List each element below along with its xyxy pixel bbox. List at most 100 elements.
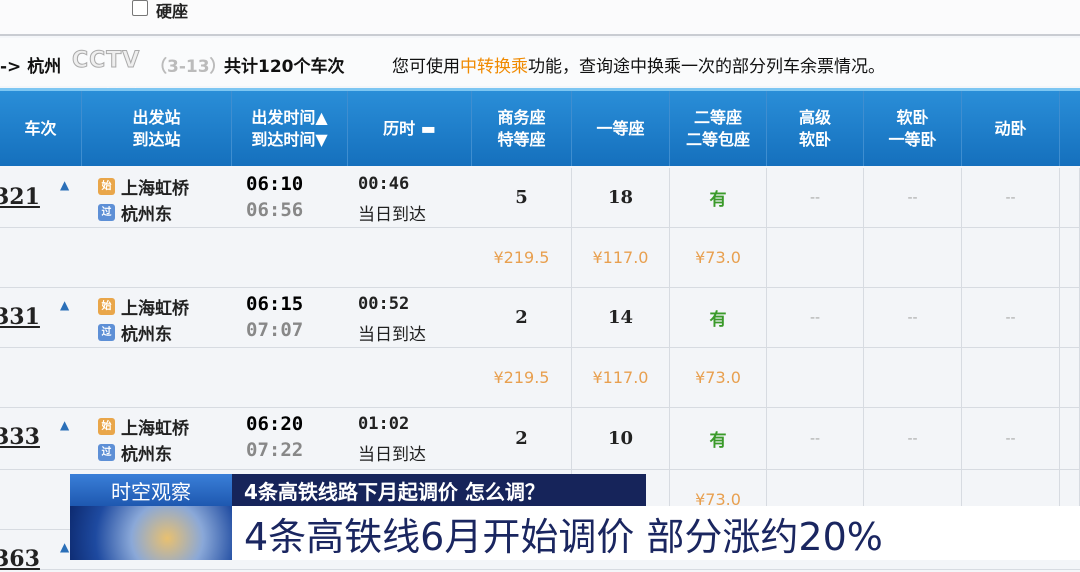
seat-cell: [0, 288, 82, 347]
seat-cell: [864, 348, 962, 407]
from-station: 上海虹桥: [121, 179, 189, 199]
duration: 01:02: [358, 414, 410, 434]
seat-cell[interactable]: ¥73.0: [670, 228, 767, 287]
seat-cell[interactable]: ¥219.5: [472, 228, 572, 287]
seat-cell: [962, 348, 1060, 407]
seat-cell: [232, 228, 348, 287]
seat-cell: [348, 348, 472, 407]
route-date: （3-13）: [150, 57, 227, 77]
arrive-note: 当日到达: [358, 445, 426, 465]
seat-cell[interactable]: 10: [572, 408, 670, 469]
seat-cell[interactable]: 14: [572, 288, 670, 347]
seat-cell[interactable]: 有: [670, 408, 767, 469]
from: 始上海虹桥: [98, 294, 189, 319]
seat-cell: [767, 348, 864, 407]
seat-cell: [1060, 168, 1080, 227]
column-header: 高级 软卧: [767, 91, 864, 166]
hint-pre: 您可使用: [392, 57, 460, 77]
result-info-bar: -> 杭州 （3-13） 共计120个车次 您可使用中转换乘功能，查询途中换乘一…: [0, 38, 1080, 86]
train-row: 333 ▲ 始上海虹桥过杭州东 06:20 07:22 01:02 当日到达 2 10 有 -- --…: [0, 408, 1080, 470]
start-station-icon: 始: [98, 178, 115, 195]
seat-cell: [962, 228, 1060, 287]
seat-cell[interactable]: [572, 470, 670, 529]
seat-cell[interactable]: --: [767, 288, 864, 347]
transfer-link[interactable]: 中转换乘: [460, 57, 528, 77]
arrive-note: 当日到达: [358, 325, 426, 345]
to: 过杭州东: [98, 440, 172, 465]
expand-arrow-icon[interactable]: ▲: [60, 540, 70, 554]
seat-cell[interactable]: 有: [670, 288, 767, 347]
seat-cell: [864, 228, 962, 287]
pass-station-icon: 过: [98, 324, 115, 341]
seat-cell[interactable]: --: [864, 408, 962, 469]
pass-station-icon: 过: [98, 204, 115, 221]
departure-time: 06:20: [246, 413, 304, 435]
cctv-logo: CCTV: [71, 48, 141, 74]
column-header[interactable]: 出发站 到达站: [82, 91, 232, 166]
seat-cell: [767, 228, 864, 287]
from-station: 上海虹桥: [121, 419, 189, 439]
seat-cell[interactable]: 18: [572, 168, 670, 227]
seat-cell: [0, 168, 82, 227]
seat-cell: [0, 348, 82, 407]
seat-cell: [962, 470, 1060, 529]
seat-cell[interactable]: 2: [472, 408, 572, 469]
train-row: 321 ▲ 始上海虹桥过杭州东 06:10 06:56 00:46 当日到达 5 18 有 -- --…: [0, 168, 1080, 228]
filter-bar: [0, 0, 1080, 36]
departure-time: 06:15: [246, 293, 304, 315]
column-header[interactable]: 出发时间▲ 到达时间▼: [232, 91, 348, 166]
seat-cell[interactable]: 2: [472, 288, 572, 347]
news-tag: 时空观察: [70, 474, 232, 506]
from: 始上海虹桥: [98, 174, 189, 199]
seat-cell: [1060, 228, 1080, 287]
price-row: ¥219.5 ¥117.0 ¥73.0: [0, 348, 1080, 408]
seat-cell: [767, 470, 864, 529]
seat-cell[interactable]: --: [962, 288, 1060, 347]
seat-cell[interactable]: --: [962, 168, 1060, 227]
train-number-link[interactable]: 333: [0, 424, 40, 450]
expand-arrow-icon[interactable]: ▲: [60, 178, 70, 192]
column-header: 软卧 一等卧: [864, 91, 962, 166]
seat-cell[interactable]: ¥219.5: [472, 348, 572, 407]
train-number-link[interactable]: 321: [0, 184, 40, 210]
route-text: -> 杭州: [0, 57, 62, 77]
seat-cell: [82, 348, 232, 407]
train-count: 共计120个车次: [224, 57, 345, 77]
seat-cell: [82, 228, 232, 287]
hard-seat-checkbox[interactable]: [132, 0, 148, 16]
seat-cell[interactable]: --: [767, 408, 864, 469]
column-header: 一等座: [572, 91, 670, 166]
seat-cell: [0, 228, 82, 287]
seat-cell[interactable]: --: [864, 168, 962, 227]
seat-cell[interactable]: 5: [472, 168, 572, 227]
start-station-icon: 始: [98, 418, 115, 435]
expand-arrow-icon[interactable]: ▲: [60, 298, 70, 312]
train-row: 331 ▲ 始上海虹桥过杭州东 06:15 07:07 00:52 当日到达 2 14 有 -- --…: [0, 288, 1080, 348]
to-station: 杭州东: [121, 325, 172, 345]
table-header: 车次 出发站 到达站 出发时间▲ 到达时间▼ 历时 ▬ 商务座 特等座 一等座 二等座 二等…: [0, 88, 1080, 166]
train-number-link[interactable]: 331: [0, 304, 40, 330]
to-station: 杭州东: [121, 205, 172, 225]
seat-cell[interactable]: ¥117.0: [572, 348, 670, 407]
seat-cell: [1060, 408, 1080, 469]
seat-cell[interactable]: 有: [670, 168, 767, 227]
seat-cell: [864, 470, 962, 529]
news-headline: 4条高铁线6月开始调价 部分涨约20%: [232, 506, 1080, 560]
column-header[interactable]: 历时 ▬: [348, 91, 472, 166]
seat-cell[interactable]: --: [767, 168, 864, 227]
column-header: 商务座 特等座: [472, 91, 572, 166]
expand-arrow-icon[interactable]: ▲: [60, 418, 70, 432]
seat-cell[interactable]: ¥73.0: [670, 348, 767, 407]
column-header: 动卧: [962, 91, 1060, 166]
to-station: 杭州东: [121, 445, 172, 465]
arrival-time: 07:07: [246, 319, 304, 341]
seat-cell[interactable]: --: [962, 408, 1060, 469]
from-station: 上海虹桥: [121, 299, 189, 319]
arrive-note: 当日到达: [358, 205, 426, 225]
news-subtitle: 4条高铁线路下月起调价 怎么调？: [232, 474, 646, 506]
seat-cell: [232, 348, 348, 407]
seat-cell[interactable]: ¥73.0: [670, 470, 767, 529]
seat-cell[interactable]: ¥117.0: [572, 228, 670, 287]
seat-cell[interactable]: --: [864, 288, 962, 347]
pass-station-icon: 过: [98, 444, 115, 461]
